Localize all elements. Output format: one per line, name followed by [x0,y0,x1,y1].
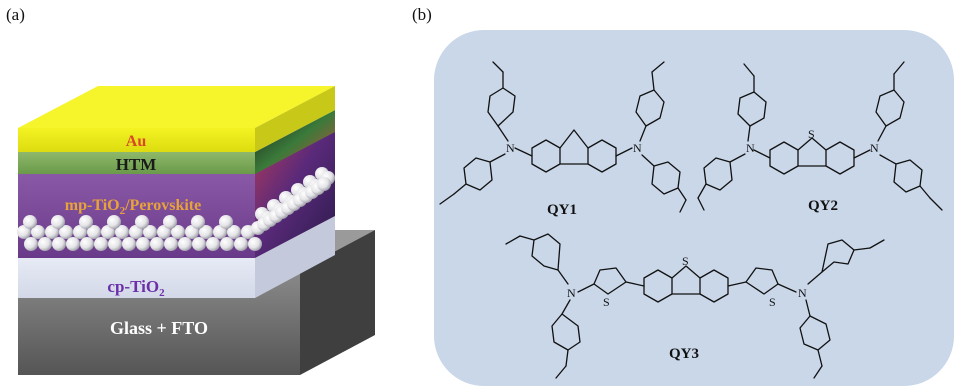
tio2-bead [206,237,220,251]
tio2-bead [94,237,108,251]
tio2-bead [191,215,205,229]
layer-label-au: Au [126,133,147,150]
layer-label-glass-fto: Glass + FTO [110,318,208,338]
molecule-qy2: S N N QY2 [697,61,943,214]
molecule-label-qy3: QY3 [669,346,699,362]
tio2-bead [80,237,94,251]
tio2-bead [115,225,129,239]
tio2-bead [143,225,157,239]
panel-a-letter: (a) [6,5,25,24]
tio2-bead [171,225,185,239]
atom-s: S [769,295,776,309]
tio2-bead [192,237,206,251]
tio2-bead [66,237,80,251]
molecule-qy3: S S N S N QY3 [505,233,885,379]
tio2-bead [163,215,177,229]
tio2-bead [199,225,213,239]
layer-label-cp-tio2: cp-TiO2 [107,277,165,299]
tio2-bead [136,237,150,251]
tio2-bead [31,225,45,239]
tio2-bead [59,225,73,239]
panel-b-letter: (b) [412,5,432,24]
tio2-bead [52,237,66,251]
tio2-nanoparticles [17,167,335,251]
molecule-label-qy1: QY1 [547,202,577,218]
atom-s: S [603,295,610,309]
atom-n: N [870,141,879,155]
tio2-bead [178,237,192,251]
tio2-bead [79,215,93,229]
tio2-bead [220,237,234,251]
tio2-bead [23,215,37,229]
atom-n: N [567,286,576,300]
atom-s: S [808,127,815,141]
layer-label-htm: HTM [116,155,157,174]
atom-n: N [798,286,807,300]
tio2-bead [164,237,178,251]
layer-au [18,86,335,152]
layer-htm [18,110,335,174]
tio2-bead [219,215,233,229]
tio2-bead [135,215,149,229]
tio2-bead [234,237,248,251]
tio2-bead [51,215,65,229]
tio2-bead [317,177,331,191]
molecule-label-qy2: QY2 [808,198,838,214]
molecule-qy1: N N QY1 [439,61,687,218]
tio2-bead [122,237,136,251]
tio2-bead [227,225,241,239]
atom-n: N [506,141,515,155]
atom-n: N [746,141,755,155]
atom-n: N [633,141,642,155]
tio2-bead [150,237,164,251]
tio2-bead [107,215,121,229]
tio2-bead [248,237,262,251]
tio2-bead [24,237,38,251]
molecule-panel-background [434,30,954,386]
atom-s: S [682,254,689,268]
tio2-bead [87,225,101,239]
layer-label-mp-tio2-perovskite: mp-TiO2/Perovskite [65,197,201,217]
tio2-bead [38,237,52,251]
tio2-bead [108,237,122,251]
